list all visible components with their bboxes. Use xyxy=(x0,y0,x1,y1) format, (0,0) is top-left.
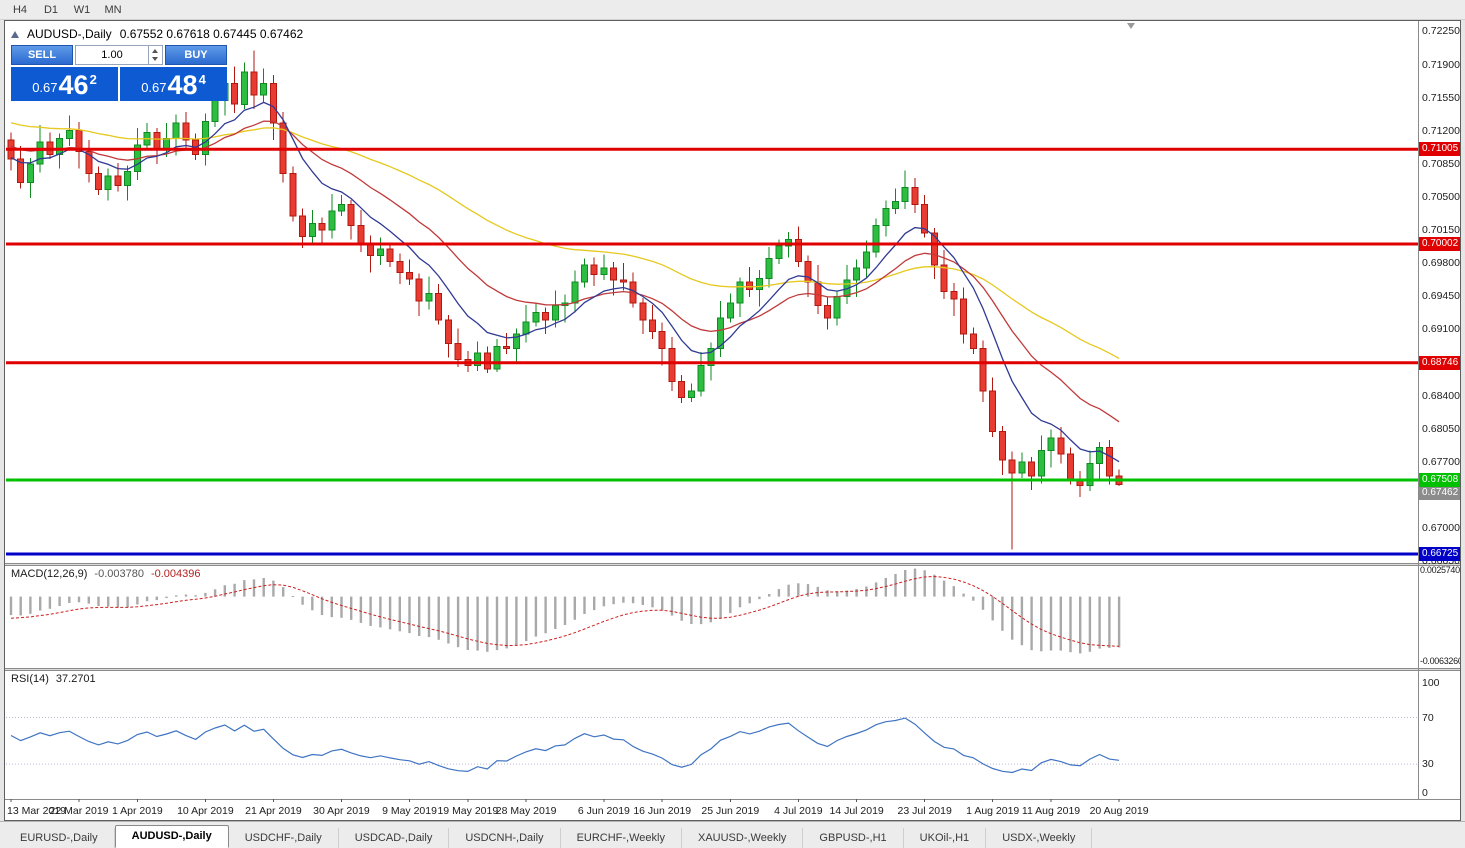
chart-tab-xauusd-weekly[interactable]: XAUUSD-,Weekly xyxy=(682,828,804,848)
timeframe-toolbar: H4 D1 W1 MN xyxy=(0,0,1465,20)
rsi-caption: RSI(14) 37.2701 xyxy=(11,673,96,685)
sell-price-button[interactable]: 0.67 46 2 xyxy=(11,67,118,101)
chart-tab-ukoil-h1[interactable]: UKOil-,H1 xyxy=(904,828,987,848)
chart-window: 0.72250 0.71900 0.71550 0.71200 0.70850 0.705… xyxy=(4,20,1461,821)
sell-button[interactable]: SELL xyxy=(11,45,73,65)
chart-tab-eurusd-daily[interactable]: EURUSD-,Daily xyxy=(4,828,115,848)
ma-9-line xyxy=(10,101,1120,463)
buy-price-button[interactable]: 0.67 48 4 xyxy=(120,67,227,101)
sell-price-big: 46 xyxy=(58,70,89,100)
macd-histogram xyxy=(9,568,1121,654)
macd-signal-value: -0.004396 xyxy=(150,568,201,580)
buy-price-prefix: 0.67 xyxy=(141,80,167,95)
one-click-trading-panel: SELL 1.00 BUY 0.67 46 2 0.67 48 4 xyxy=(11,45,227,101)
candles-layer xyxy=(7,50,1123,550)
chart-shift-marker xyxy=(1127,23,1135,29)
chart-canvas[interactable] xyxy=(5,21,1460,820)
timeframe-button-h4[interactable]: H4 xyxy=(12,3,28,16)
chart-tab-usdcnh-daily[interactable]: USDCNH-,Daily xyxy=(449,828,561,848)
volume-input[interactable]: 1.00 xyxy=(75,45,163,65)
buy-button[interactable]: BUY xyxy=(165,45,227,65)
chart-caption: AUDUSD-,Daily 0.67552 0.67618 0.67445 0.… xyxy=(11,27,303,41)
rsi-value: 37.2701 xyxy=(55,673,96,685)
chart-tabs: EURUSD-,Daily AUDUSD-,Daily USDCHF-,Daily U… xyxy=(0,821,1465,848)
volume-value: 1.00 xyxy=(101,49,123,61)
chart-tab-gbpusd-h1[interactable]: GBPUSD-,H1 xyxy=(803,828,904,848)
chart-tab-usdcad-daily[interactable]: USDCAD-,Daily xyxy=(339,828,450,848)
chart-ohlc-values: 0.67552 0.67618 0.67445 0.67462 xyxy=(119,27,304,41)
volume-spinner[interactable] xyxy=(148,46,162,64)
ma-50-line xyxy=(10,122,1120,359)
chart-tab-usdx-weekly[interactable]: USDX-,Weekly xyxy=(986,828,1093,848)
buy-price-sup: 4 xyxy=(198,72,206,87)
chart-tab-usdchf-daily[interactable]: USDCHF-,Daily xyxy=(229,828,339,848)
macd-value: -0.003780 xyxy=(94,568,144,580)
sell-price-prefix: 0.67 xyxy=(32,80,58,95)
timeframe-button-d1[interactable]: D1 xyxy=(43,3,59,16)
macd-label: MACD(12,26,9) xyxy=(11,568,88,580)
one-click-collapse-icon[interactable] xyxy=(11,30,19,38)
chart-tab-eurchf-weekly[interactable]: EURCHF-,Weekly xyxy=(561,828,682,848)
rsi-line xyxy=(10,717,1120,774)
volume-down-icon[interactable] xyxy=(149,55,162,64)
timeframe-button-mn[interactable]: MN xyxy=(104,3,122,16)
buy-price-big: 48 xyxy=(167,70,198,100)
rsi-label: RSI(14) xyxy=(11,673,49,685)
chart-tab-audusd-daily[interactable]: AUDUSD-,Daily xyxy=(114,825,229,848)
ma-20-line xyxy=(10,120,1120,423)
macd-caption: MACD(12,26,9) -0.003780 -0.004396 xyxy=(11,568,201,580)
timeframe-button-w1[interactable]: W1 xyxy=(73,3,91,16)
macd-signal-line xyxy=(10,575,1120,647)
volume-up-icon[interactable] xyxy=(149,46,162,55)
horizontal-lines-layer[interactable] xyxy=(6,147,1418,556)
chart-symbol-period: AUDUSD-,Daily xyxy=(27,27,112,41)
sell-price-sup: 2 xyxy=(89,72,97,87)
